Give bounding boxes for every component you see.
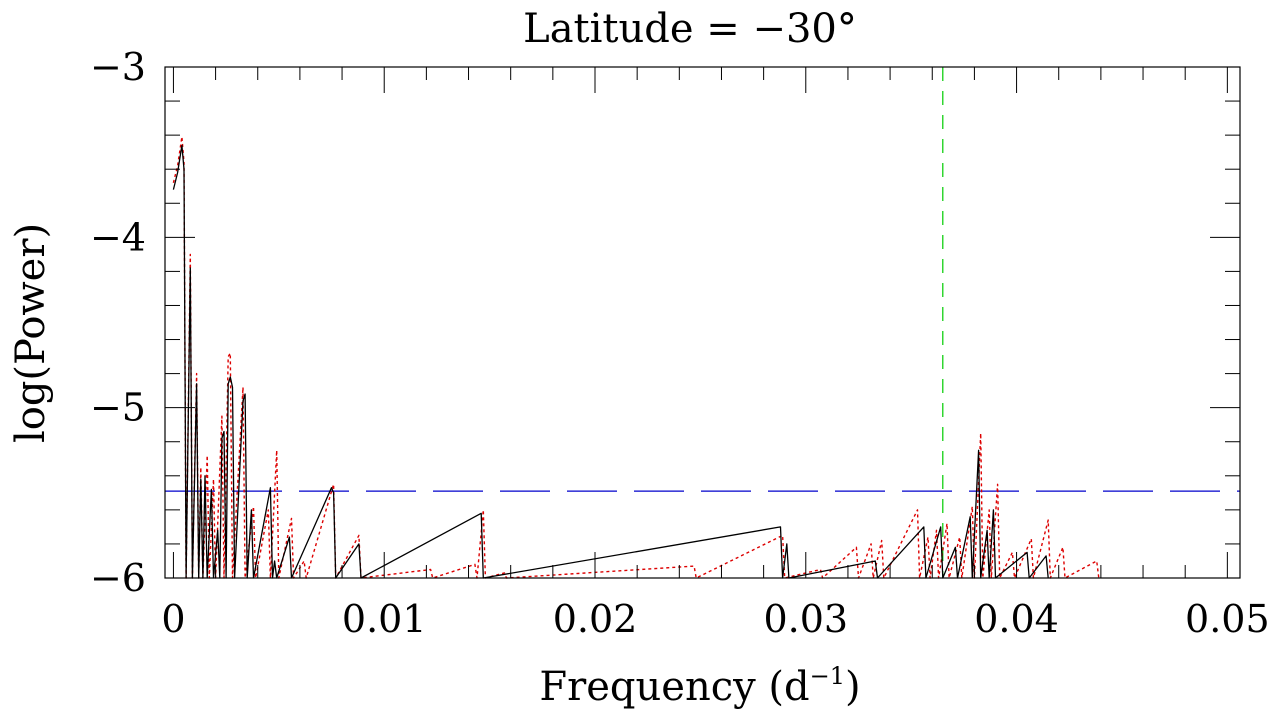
x-axis-label-superscript: −1 xyxy=(810,662,845,690)
x-tick-label: 0.03 xyxy=(763,597,848,641)
axis-ticks xyxy=(165,66,1240,579)
series-line-black-solid xyxy=(172,144,1049,579)
plot-frame xyxy=(164,66,1241,579)
x-tick-labels: 0 0.01 0.02 0.03 0.04 0.05 xyxy=(161,597,1268,641)
x-tick-label: 0.02 xyxy=(553,597,638,641)
y-tick-label: −6 xyxy=(90,556,146,600)
x-tick-label: 0.04 xyxy=(974,597,1059,641)
x-axis-label: Frequency (d−1) xyxy=(539,662,860,710)
x-axis-label-suffix: ) xyxy=(845,664,861,710)
series-line-red-dotted xyxy=(172,136,1100,579)
y-axis-label: log(Power) xyxy=(8,223,54,443)
x-axis-label-main: Frequency (d xyxy=(539,664,809,710)
y-tick-label: −5 xyxy=(90,386,146,430)
y-tick-labels: −3 −4 −5 −6 xyxy=(90,45,146,600)
x-tick-label: 0.01 xyxy=(342,597,427,641)
x-tick-label: 0 xyxy=(161,597,185,641)
x-tick-label: 0.05 xyxy=(1185,597,1268,641)
y-tick-label: −4 xyxy=(90,215,146,259)
chart-title: Latitude = −30° xyxy=(523,6,857,52)
y-tick-label: −3 xyxy=(90,45,146,89)
plot-area xyxy=(165,67,1240,579)
